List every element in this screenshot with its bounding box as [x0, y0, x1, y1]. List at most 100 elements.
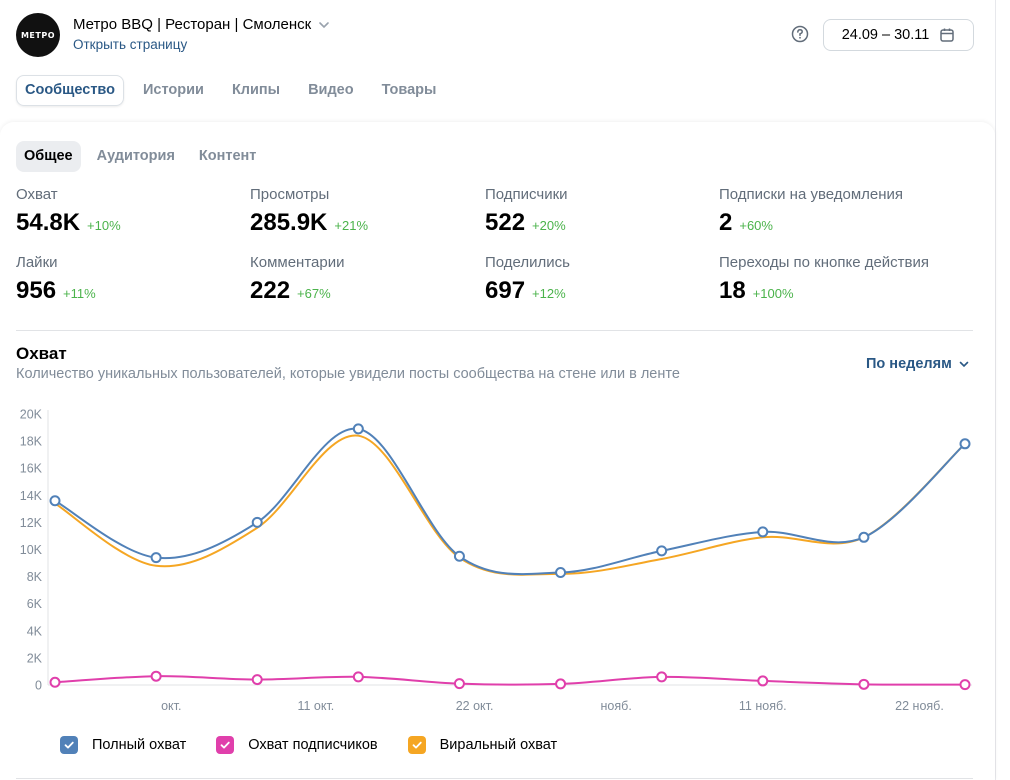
date-range-label: 24.09 – 30.11: [841, 27, 930, 43]
checkbox-checked-icon[interactable]: [60, 736, 78, 754]
bottom-divider: [16, 778, 973, 779]
metric-delta: +10%: [87, 218, 121, 233]
y-tick-label: 4K: [27, 624, 43, 638]
legend-label: Охват подписчиков: [248, 737, 378, 753]
metric-value: 285.9K: [250, 209, 328, 236]
chart-subtitle: Количество уникальных пользователей, кот…: [16, 366, 680, 382]
right-scroll-edge: [995, 0, 1010, 780]
help-icon[interactable]: [791, 25, 809, 43]
data-point: [352, 423, 364, 435]
metric-comments: Комментарии 222 +67%: [250, 254, 344, 305]
group-name-label: Метро BBQ | Ресторан | Смоленск: [73, 16, 312, 33]
avatar[interactable]: МЕТРО: [16, 13, 60, 57]
data-point: [757, 675, 769, 687]
y-tick-label: 12K: [20, 516, 43, 530]
avatar-logo-text: МЕТРО: [20, 30, 56, 40]
period-selector[interactable]: По неделям: [866, 356, 970, 372]
checkbox-checked-icon[interactable]: [216, 736, 235, 754]
y-tick-label: 10K: [20, 543, 43, 557]
metric-value: 2: [719, 209, 733, 236]
metric-action-clicks: Переходы по кнопке действия 18 +100%: [719, 254, 929, 305]
metric-label: Комментарии: [250, 254, 345, 271]
metric-label: Лайки: [16, 254, 58, 271]
data-point: [49, 676, 61, 688]
tab-clips[interactable]: Клипы: [231, 82, 281, 98]
metric-value: 522: [485, 209, 526, 236]
data-point: [555, 678, 567, 690]
y-tick-label: 2K: [27, 651, 43, 665]
x-tick-label: нояб.: [601, 699, 632, 710]
group-name[interactable]: Метро BBQ | Ресторан | Смоленск: [73, 16, 331, 33]
metric-delta: +100%: [752, 286, 794, 301]
data-point: [757, 526, 769, 538]
data-point: [453, 550, 465, 562]
legend-item-viral-reach[interactable]: Виральный охват: [407, 736, 558, 754]
y-tick-label: 20K: [20, 408, 43, 422]
metric-label: Подписки на уведомления: [719, 186, 904, 203]
checkbox-checked-icon[interactable]: [407, 736, 426, 754]
tab-community[interactable]: Сообщество: [16, 75, 124, 106]
chevron-down-icon: [319, 21, 329, 28]
tab-stories[interactable]: Истории: [143, 82, 204, 98]
metric-delta: +67%: [297, 286, 331, 301]
metric-label: Переходы по кнопке действия: [719, 254, 930, 271]
x-tick-label: 22 окт.: [456, 699, 494, 710]
metric-delta: +21%: [334, 218, 369, 233]
metric-delta: +12%: [532, 286, 566, 301]
data-point: [453, 678, 465, 690]
data-point: [858, 531, 870, 543]
metric-notifications: Подписки на уведомления 2 +60%: [719, 186, 903, 237]
header: МЕТРО Метро BBQ | Ресторан | Смоленск От…: [0, 0, 995, 122]
metric-views: Просмотры 285.9K +21%: [250, 186, 368, 237]
data-point: [150, 552, 162, 564]
data-point: [251, 516, 263, 528]
metric-label: Поделились: [485, 254, 570, 271]
y-tick-label: 18K: [20, 435, 43, 449]
x-tick-label: окт.: [161, 699, 181, 710]
chart-legend: Полный охват Охват подписчиков Виральный…: [60, 736, 587, 754]
tab-video[interactable]: Видео: [308, 82, 354, 98]
y-tick-label: 6K: [27, 597, 43, 611]
subtab-audience[interactable]: Аудитория: [96, 148, 175, 164]
legend-label: Полный охват: [92, 737, 187, 753]
stats-card: [0, 122, 995, 780]
period-selector-label: По неделям: [866, 356, 952, 372]
x-tick-label: 11 окт.: [297, 699, 334, 710]
y-tick-label: 16K: [20, 462, 43, 476]
x-tick-label: 11 нояб.: [739, 699, 787, 710]
data-point: [656, 545, 668, 557]
data-point: [959, 679, 971, 691]
y-tick-label: 14K: [20, 489, 43, 503]
x-tick-label: 22 нояб.: [895, 699, 944, 710]
subtab-content[interactable]: Контент: [198, 148, 257, 164]
reach-line-chart: 0 2K 4K 6K 8K 10K 12K 14K 16K 18K 20K окт. 11 окт. 2…: [20, 408, 972, 710]
data-point: [656, 671, 668, 683]
calendar-icon: [940, 28, 955, 42]
metric-value: 697: [485, 277, 526, 304]
section-divider: [16, 330, 973, 331]
subtab-general[interactable]: Общее: [16, 141, 81, 172]
date-range-button[interactable]: 24.09 – 30.11: [823, 19, 974, 51]
legend-item-total-reach[interactable]: Полный охват: [60, 736, 186, 754]
metric-delta: +20%: [532, 218, 566, 233]
metric-reach: Охват 54.8K +10%: [16, 186, 121, 237]
legend-label: Виральный охват: [439, 737, 558, 753]
legend-item-subscriber-reach[interactable]: Охват подписчиков: [216, 736, 378, 754]
open-page-link[interactable]: Открыть страницу: [73, 37, 188, 52]
data-point: [555, 567, 567, 579]
metric-delta: +11%: [63, 286, 96, 301]
metric-label: Охват: [16, 186, 58, 203]
metric-subscribers: Подписчики 522 +20%: [485, 186, 568, 237]
metric-shares: Поделились 697 +12%: [485, 254, 570, 305]
sub-tabs: Общее Аудитория Контент: [16, 141, 272, 172]
metric-value: 18: [719, 277, 746, 304]
data-point: [49, 495, 61, 507]
metric-value: 222: [250, 277, 291, 304]
metric-label: Просмотры: [250, 186, 330, 203]
series-line: [54, 675, 966, 686]
data-point: [352, 671, 364, 683]
tab-products[interactable]: Товары: [381, 82, 437, 98]
y-tick-label: 8K: [27, 570, 43, 584]
chevron-down-icon: [959, 361, 969, 368]
y-tick-label: 0: [35, 679, 42, 693]
